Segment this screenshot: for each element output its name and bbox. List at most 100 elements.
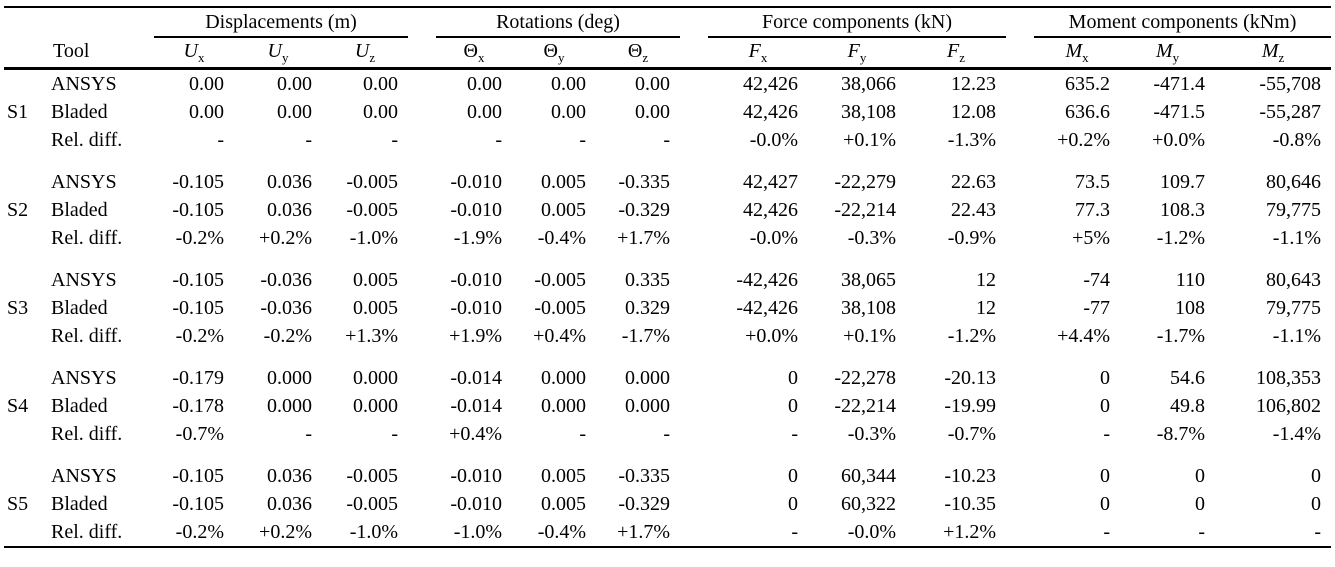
value-cell-u-y: -0.2% [263, 324, 312, 347]
tool-cell: Bladed [51, 492, 108, 515]
table-row-s5-bladed: Bladed -0.105 0.036 -0.005 -0.010 0.005 -0.329… [4, 490, 1331, 518]
value-cell-theta-y: 0.000 [541, 394, 587, 417]
value-cell-f-z: 12 [976, 296, 997, 319]
value-cell-m-y: 54.6 [1170, 366, 1206, 389]
u-y-subscript: y [281, 50, 289, 65]
value-cell-u-z: +1.3% [345, 324, 399, 347]
value-cell-theta-z: - [663, 128, 671, 151]
value-cell-m-z: 0 [1311, 492, 1322, 515]
value-cell-f-y: 38,065 [841, 268, 897, 291]
value-cell-m-z: 80,646 [1266, 170, 1322, 193]
group-gap-cell [680, 196, 708, 224]
value-cell-u-z: -0.005 [346, 170, 399, 193]
value-cell-f-z: 12.23 [951, 72, 997, 95]
value-cell-theta-z: -0.329 [618, 492, 671, 515]
value-cell-f-x: 42,426 [743, 100, 799, 123]
value-cell-f-y: 38,066 [841, 72, 897, 95]
group-gap-cell [680, 224, 708, 252]
value-cell-m-z: - [1314, 520, 1322, 543]
m-z-subscript: z [1278, 50, 1285, 65]
value-cell-f-y: -22,278 [834, 366, 897, 389]
col-header-u-y: Uy [234, 37, 322, 70]
value-cell-f-z: -0.7% [947, 422, 997, 445]
section-label-s2: S2 [7, 198, 29, 221]
value-cell-f-z: +1.2% [943, 520, 997, 543]
value-cell-theta-y: -0.005 [534, 268, 587, 291]
value-cell-m-y: 108 [1175, 296, 1206, 319]
value-cell-u-y: 0.036 [267, 198, 312, 221]
value-cell-theta-z: 0.000 [625, 394, 671, 417]
group-header-force-components-kn: Force components (kN) [708, 7, 1007, 38]
col-header-m-y: My [1120, 37, 1216, 70]
tool-cell: Rel. diff. [51, 422, 123, 445]
value-cell-theta-z: 0.00 [635, 100, 671, 123]
tool-cell: Bladed [51, 198, 108, 221]
tool-cell: Rel. diff. [51, 324, 123, 347]
group-gap-cell [1006, 168, 1034, 196]
value-cell-f-z: -1.2% [947, 324, 997, 347]
u-x-subscript: x [197, 50, 205, 65]
group-gap-cell [1006, 322, 1034, 350]
block-spacer-cell [4, 252, 1331, 266]
value-cell-m-x: 0 [1100, 492, 1111, 515]
value-cell-u-x: -0.105 [172, 198, 224, 221]
value-cell-u-x: -0.2% [175, 226, 224, 249]
value-cell-theta-x: -1.9% [453, 226, 503, 249]
value-cell-m-z: -55,287 [1259, 100, 1322, 123]
value-cell-theta-x: -0.010 [450, 268, 503, 291]
col-header-f-y: Fy [808, 37, 907, 70]
value-cell-theta-y: - [579, 128, 587, 151]
value-cell-m-x: 73.5 [1075, 170, 1111, 193]
group-gap-cell [408, 364, 436, 392]
block-spacer [4, 448, 1331, 462]
value-cell-u-x: -0.178 [172, 394, 224, 417]
m-x-symbol: M [1065, 40, 1083, 62]
value-cell-theta-y: +0.4% [533, 324, 587, 347]
value-cell-theta-x: -0.014 [450, 394, 503, 417]
value-cell-theta-z: +1.7% [617, 226, 671, 249]
value-cell-theta-y: -0.4% [537, 226, 587, 249]
theta-y-symbol: Θ [543, 40, 558, 62]
value-cell-f-z: -0.9% [947, 226, 997, 249]
section-label-s3: S3 [7, 296, 29, 319]
value-cell-theta-z: -0.335 [618, 170, 671, 193]
theta-z-subscript: z [642, 50, 649, 65]
col-header-theta-y: Θy [512, 37, 597, 70]
value-cell-theta-x: +0.4% [449, 422, 503, 445]
col-header-u-z: Uz [322, 37, 409, 70]
theta-x-subscript: x [477, 50, 485, 65]
value-cell-u-z: -1.0% [349, 226, 399, 249]
group-gap-cell [1006, 490, 1034, 518]
group-gap-cell [408, 294, 436, 322]
value-cell-m-y: +0.0% [1152, 128, 1206, 151]
value-cell-theta-z: +1.7% [617, 520, 671, 543]
value-cell-m-z: -1.1% [1272, 226, 1322, 249]
value-cell-f-x: -42,426 [736, 268, 799, 291]
block-spacer-cell [4, 350, 1331, 364]
value-cell-f-z: 22.43 [951, 198, 997, 221]
value-cell-m-z: 106,802 [1256, 394, 1322, 417]
value-cell-u-x: -0.105 [172, 464, 224, 487]
value-cell-u-z: 0.00 [363, 72, 399, 95]
group-gap [1006, 37, 1035, 70]
value-cell-m-x: -74 [1083, 268, 1111, 291]
value-cell-theta-y: - [579, 422, 587, 445]
tool-cell: Rel. diff. [51, 128, 123, 151]
f-x-symbol: F [748, 40, 761, 62]
row-label-column-header [4, 37, 49, 70]
group-gap-cell [1006, 224, 1034, 252]
value-cell-u-y: 0.000 [267, 366, 312, 389]
value-cell-f-y: +0.1% [843, 128, 897, 151]
value-cell-m-x: 636.6 [1065, 100, 1111, 123]
group-gap-cell [408, 490, 436, 518]
value-cell-u-y: -0.036 [260, 268, 312, 291]
f-z-subscript: z [959, 50, 966, 65]
header-corner [4, 7, 154, 37]
u-z-symbol: U [354, 40, 370, 62]
value-cell-theta-y: 0.005 [541, 464, 587, 487]
group-gap-cell [1006, 364, 1034, 392]
group-gap-cell [680, 420, 708, 448]
group-gap-cell [408, 462, 436, 490]
section-label-s1: S1 [7, 100, 29, 123]
group-gap-cell [1006, 196, 1034, 224]
